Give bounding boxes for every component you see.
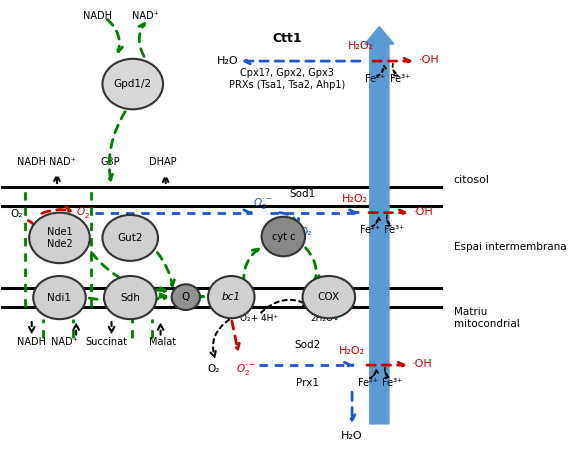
Text: Sod2: Sod2 xyxy=(294,340,320,350)
Text: O₂: O₂ xyxy=(300,227,312,237)
Ellipse shape xyxy=(102,59,163,109)
Text: Fe³⁺: Fe³⁺ xyxy=(382,377,402,388)
Ellipse shape xyxy=(33,276,86,319)
Text: G3P: G3P xyxy=(100,157,120,167)
Text: H₂O: H₂O xyxy=(217,56,239,66)
Text: Fe²⁺: Fe²⁺ xyxy=(365,74,385,85)
Text: Ctt1: Ctt1 xyxy=(272,31,302,45)
Text: citosol: citosol xyxy=(453,176,490,185)
Text: NADH: NADH xyxy=(17,337,45,347)
Text: Sod1: Sod1 xyxy=(289,189,315,199)
Text: ·OH: ·OH xyxy=(418,55,439,65)
Text: Sdh: Sdh xyxy=(121,292,140,303)
Text: Malat: Malat xyxy=(149,337,176,347)
Text: H₂O₂: H₂O₂ xyxy=(339,346,365,356)
Ellipse shape xyxy=(208,276,254,318)
Text: H₂O₂: H₂O₂ xyxy=(348,41,374,50)
Text: NAD⁺: NAD⁺ xyxy=(132,11,159,21)
Text: Gpd1/2: Gpd1/2 xyxy=(114,79,152,89)
Text: bc1: bc1 xyxy=(222,292,241,302)
Text: Fe²⁺: Fe²⁺ xyxy=(358,377,378,388)
Text: Succinat: Succinat xyxy=(86,337,127,347)
Ellipse shape xyxy=(29,213,90,263)
Text: $O_2^{·-}$: $O_2^{·-}$ xyxy=(236,362,257,377)
Text: Prx1: Prx1 xyxy=(296,377,319,388)
Text: DHAP: DHAP xyxy=(149,157,177,167)
Text: O₂+ 4H⁺: O₂+ 4H⁺ xyxy=(240,314,278,323)
Text: Gut2: Gut2 xyxy=(118,233,143,243)
Text: Espai intermembrana: Espai intermembrana xyxy=(453,242,567,252)
Text: COX: COX xyxy=(318,292,340,302)
Text: Fe²⁺: Fe²⁺ xyxy=(360,225,381,235)
Text: Q: Q xyxy=(182,292,190,302)
Text: O₂: O₂ xyxy=(207,364,220,374)
Text: ·OH: ·OH xyxy=(413,207,434,217)
FancyArrow shape xyxy=(364,27,394,424)
Text: $O_2^{·-}$: $O_2^{·-}$ xyxy=(253,196,273,211)
Ellipse shape xyxy=(102,215,158,261)
Ellipse shape xyxy=(262,217,305,256)
Text: H₂O₂: H₂O₂ xyxy=(342,195,368,204)
Text: Nde1
Nde2: Nde1 Nde2 xyxy=(46,227,72,249)
Ellipse shape xyxy=(302,276,355,318)
Text: O₂: O₂ xyxy=(10,208,23,219)
Text: $O_2^{·-}$: $O_2^{·-}$ xyxy=(76,205,96,220)
Text: Matriu
mitocondrial: Matriu mitocondrial xyxy=(453,307,519,329)
Text: H₂O: H₂O xyxy=(342,431,363,441)
Text: NAD⁺: NAD⁺ xyxy=(49,157,76,167)
Text: 2H₂O: 2H₂O xyxy=(311,314,333,323)
Text: NADH: NADH xyxy=(17,157,45,167)
Text: Ndi1: Ndi1 xyxy=(48,292,72,303)
Text: ·OH: ·OH xyxy=(412,359,433,369)
Text: NADH: NADH xyxy=(83,11,112,21)
Text: Cpx1?, Gpx2, Gpx3: Cpx1?, Gpx2, Gpx3 xyxy=(240,68,334,79)
Text: Fe³⁺: Fe³⁺ xyxy=(385,225,405,235)
Text: NAD⁺: NAD⁺ xyxy=(51,337,78,347)
Ellipse shape xyxy=(104,276,157,319)
Text: cyt c: cyt c xyxy=(272,231,295,242)
Ellipse shape xyxy=(172,284,200,310)
Text: Fe³⁺: Fe³⁺ xyxy=(390,74,411,85)
Text: PRXs (Tsa1, Tsa2, Ahp1): PRXs (Tsa1, Tsa2, Ahp1) xyxy=(229,80,345,90)
